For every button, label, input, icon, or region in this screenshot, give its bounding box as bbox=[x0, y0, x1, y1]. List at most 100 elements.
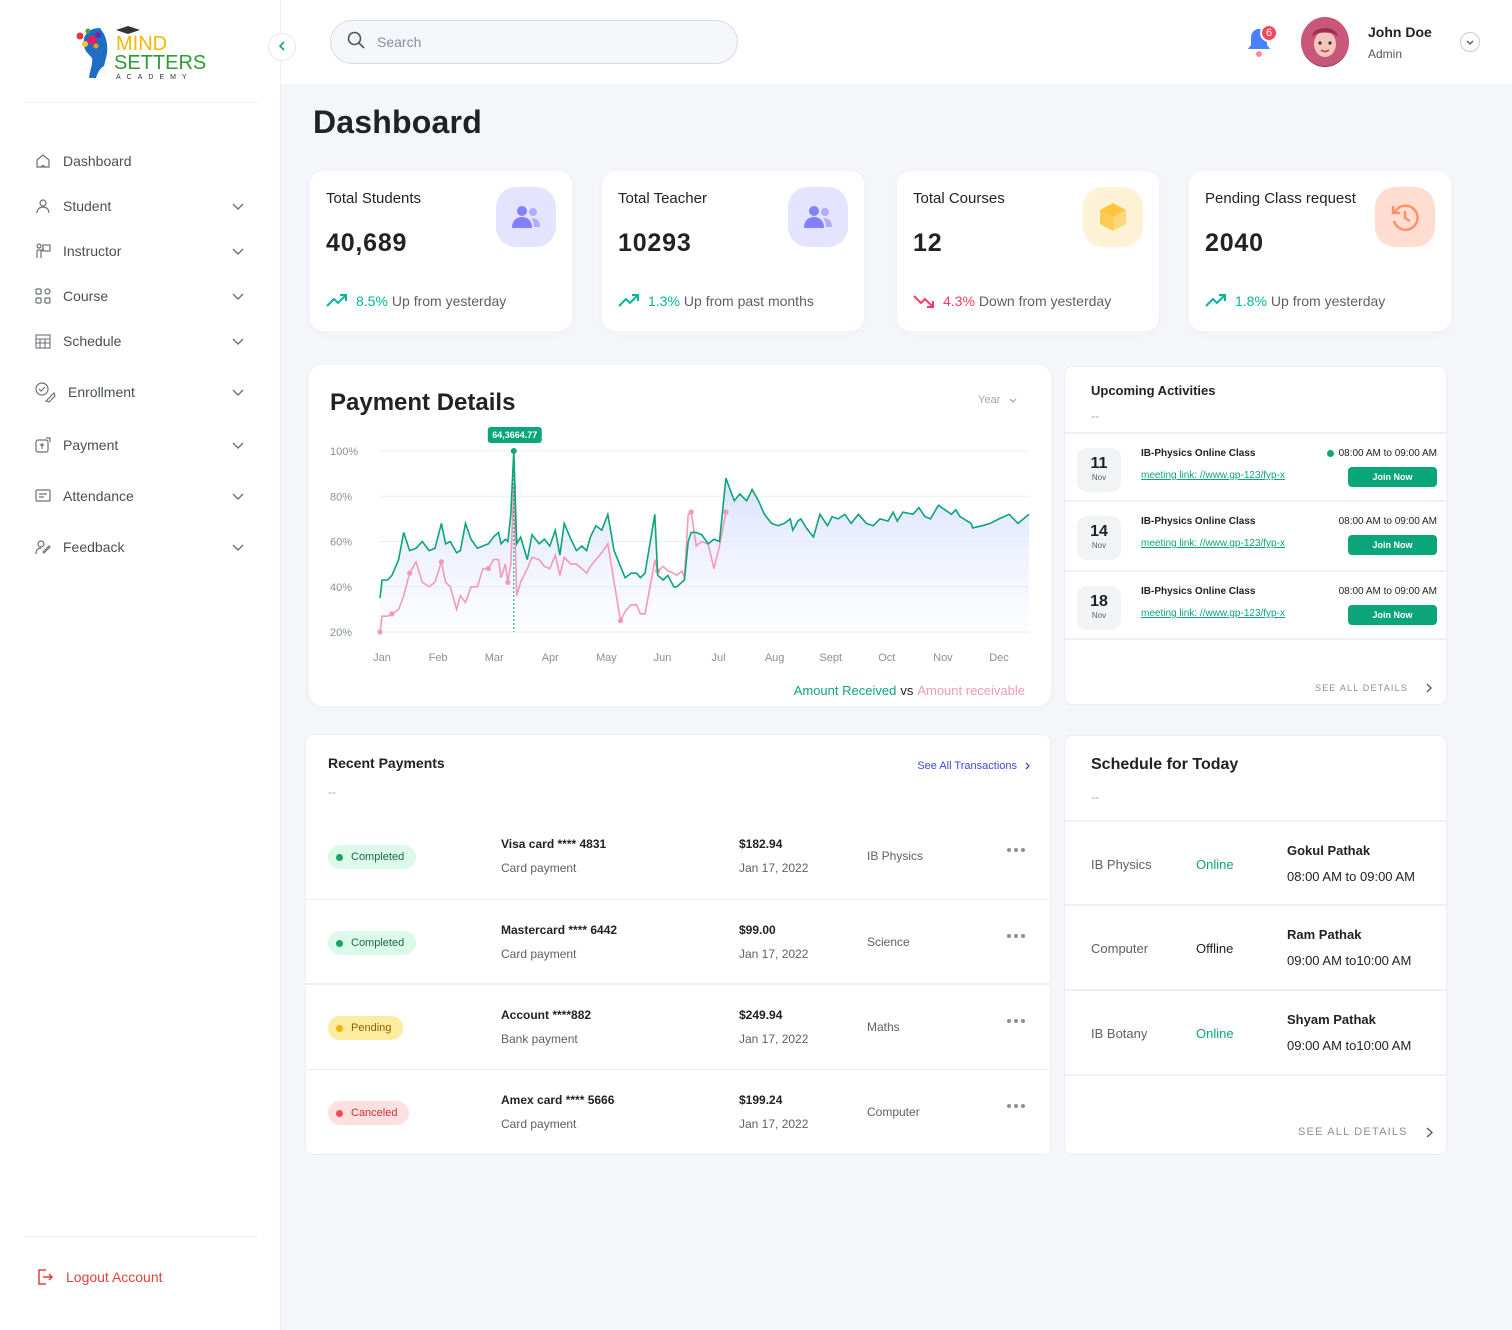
chevron-down-icon bbox=[232, 539, 244, 555]
legend-receivable: Amount receivable bbox=[917, 683, 1025, 698]
join-now-button[interactable]: Join Now bbox=[1348, 605, 1437, 625]
activity-month: Nov bbox=[1091, 541, 1107, 550]
x-tick-label: Apr bbox=[542, 652, 559, 664]
table-row[interactable]: Canceled Amex card **** 5666 Card paymen… bbox=[306, 1069, 1050, 1154]
y-tick-label: 40% bbox=[330, 582, 352, 594]
schedule-mode: Online bbox=[1196, 857, 1234, 872]
payment-amount: $249.94 bbox=[739, 1008, 783, 1022]
schedule-teacher: Gokul Pathak bbox=[1287, 843, 1371, 858]
sidebar-item-schedule[interactable]: Schedule bbox=[24, 318, 258, 363]
meeting-link[interactable]: meeting link: //www.gp-123/fyp-x bbox=[1141, 470, 1285, 481]
activity-day: 14 bbox=[1090, 523, 1108, 540]
activity-time-text: 08:00 AM to 09:00 AM bbox=[1338, 516, 1437, 527]
sidebar-item-course[interactable]: Course bbox=[24, 273, 258, 318]
trend-percent: 8.5% bbox=[356, 293, 388, 309]
search-input[interactable] bbox=[377, 34, 707, 50]
schedule-time: 09:00 AM to10:00 AM bbox=[1287, 953, 1412, 968]
see-all-transactions-link[interactable]: See All Transactions bbox=[917, 760, 1030, 772]
see-all-schedule-link[interactable]: SEE ALL DETAILS bbox=[1298, 1126, 1433, 1138]
sidebar-item-attendance[interactable]: Attendance bbox=[24, 468, 258, 523]
trend-text: Down from yesterday bbox=[978, 293, 1112, 309]
trend-text: Up from yesterday bbox=[1270, 293, 1386, 309]
chevron-right-icon bbox=[1426, 1127, 1433, 1138]
status-badge: Completed bbox=[328, 845, 417, 869]
collapse-sidebar-button[interactable] bbox=[268, 33, 296, 61]
chevron-right-icon bbox=[1025, 762, 1030, 770]
users-icon bbox=[496, 187, 556, 247]
table-row[interactable]: Completed Mastercard **** 6442 Card paym… bbox=[306, 899, 1050, 984]
card-subtitle: -- bbox=[1091, 409, 1099, 423]
payment-method: Card payment bbox=[501, 1117, 577, 1131]
payment-date: Jan 17, 2022 bbox=[739, 1032, 809, 1046]
activity-time-text: 08:00 AM to 09:00 AM bbox=[1338, 448, 1437, 459]
schedule-teacher: Shyam Pathak bbox=[1287, 1012, 1376, 1027]
trending-up-icon bbox=[618, 294, 640, 308]
search-box[interactable] bbox=[330, 20, 738, 64]
area-fill bbox=[380, 451, 1029, 632]
y-tick-label: 80% bbox=[330, 491, 352, 503]
meeting-link[interactable]: meeting link: //www.gp-123/fyp-x bbox=[1141, 608, 1285, 619]
chevron-down-icon bbox=[232, 437, 244, 453]
activity-time: 08:00 AM to 09:00 AM bbox=[1339, 586, 1437, 597]
sidebar-item-instructor[interactable]: Instructor bbox=[24, 228, 258, 273]
more-options-icon[interactable] bbox=[1007, 934, 1025, 938]
chart-legend: Amount Received vs Amount receivable bbox=[794, 683, 1025, 698]
trending-down-icon bbox=[913, 294, 935, 308]
sidebar-item-enrollment[interactable]: Enrollment bbox=[24, 363, 258, 421]
avatar[interactable] bbox=[1301, 17, 1349, 67]
join-now-button[interactable]: Join Now bbox=[1348, 467, 1437, 487]
payment-amount: $182.94 bbox=[739, 837, 783, 851]
attendance-icon bbox=[34, 487, 52, 505]
sidebar-item-feedback[interactable]: Feedback bbox=[24, 523, 258, 571]
data-point-receivable bbox=[688, 509, 694, 515]
x-tick-label: Nov bbox=[933, 652, 953, 664]
table-row[interactable]: Completed Visa card **** 4831 Card payme… bbox=[306, 814, 1050, 899]
data-point-receivable bbox=[723, 509, 729, 515]
more-options-icon[interactable] bbox=[1007, 1104, 1025, 1108]
user-menu-button[interactable] bbox=[1460, 32, 1480, 52]
schedule-row[interactable]: IB Physics Online Gokul Pathak 08:00 AM … bbox=[1065, 820, 1446, 905]
users-icon bbox=[788, 187, 848, 247]
stat-label: Total Students bbox=[326, 190, 422, 207]
more-options-icon[interactable] bbox=[1007, 848, 1025, 852]
payment-line-chart[interactable]: 100% 80% 60% 40% 20% Jan Feb Mar Apr May Jun Jul Aug… bbox=[309, 420, 1051, 680]
period-select[interactable]: Year bbox=[978, 394, 1017, 406]
x-tick-label: Jul bbox=[712, 652, 726, 664]
legend-received: Amount Received bbox=[793, 683, 897, 698]
logout-button[interactable]: Logout Account bbox=[24, 1236, 258, 1316]
schedule-subject: IB Botany bbox=[1091, 1026, 1148, 1041]
chevron-down-icon bbox=[232, 488, 244, 504]
payment-card-name: Account ****882 bbox=[501, 1008, 592, 1022]
meeting-link[interactable]: meeting link: //www.gp-123/fyp-x bbox=[1141, 538, 1285, 549]
see-all-activities-link[interactable]: SEE ALL DETAILS bbox=[1315, 683, 1432, 693]
card-title: Recent Payments bbox=[328, 755, 445, 771]
academy-logo[interactable]: MIND SETTERS ACADEMY bbox=[74, 22, 214, 82]
activity-name: IB-Physics Online Class bbox=[1141, 586, 1256, 597]
payment-card-name: Amex card **** 5666 bbox=[501, 1093, 615, 1107]
x-tick-label: Mar bbox=[485, 652, 504, 664]
stat-label: Total Teacher bbox=[618, 190, 707, 207]
data-point-receivable bbox=[617, 618, 624, 624]
payment-amount: $199.24 bbox=[739, 1093, 783, 1107]
sidebar-item-payment[interactable]: Payment bbox=[24, 421, 258, 468]
sidebar-item-dashboard[interactable]: Dashboard bbox=[24, 138, 258, 183]
y-tick-label: 100% bbox=[330, 446, 358, 458]
table-row[interactable]: Pending Account ****882 Bank payment $24… bbox=[306, 984, 1050, 1069]
more-options-icon[interactable] bbox=[1007, 1019, 1025, 1023]
card-subtitle: -- bbox=[1091, 790, 1099, 804]
trending-up-icon bbox=[1205, 294, 1227, 308]
data-point-receivable bbox=[485, 566, 491, 572]
top-header: 6 John Doe Admin bbox=[281, 0, 1512, 84]
sidebar-item-student[interactable]: Student bbox=[24, 183, 258, 228]
schedule-row[interactable]: IB Botany Online Shyam Pathak 09:00 AM t… bbox=[1065, 989, 1446, 1076]
schedule-today-card: Schedule for Today -- IB Physics Online … bbox=[1064, 735, 1447, 1155]
payment-subject: Computer bbox=[867, 1105, 920, 1119]
join-now-button[interactable]: Join Now bbox=[1348, 535, 1437, 555]
schedule-row[interactable]: Computer Offline Ram Pathak 09:00 AM to1… bbox=[1065, 904, 1446, 989]
student-icon bbox=[34, 197, 52, 215]
chevron-left-icon bbox=[278, 38, 286, 56]
payment-card-name: Mastercard **** 6442 bbox=[501, 923, 618, 937]
stat-value: 40,689 bbox=[326, 229, 408, 257]
peak-tooltip-label: 64,3664.77 bbox=[492, 430, 537, 440]
bell-icon bbox=[1245, 29, 1273, 62]
